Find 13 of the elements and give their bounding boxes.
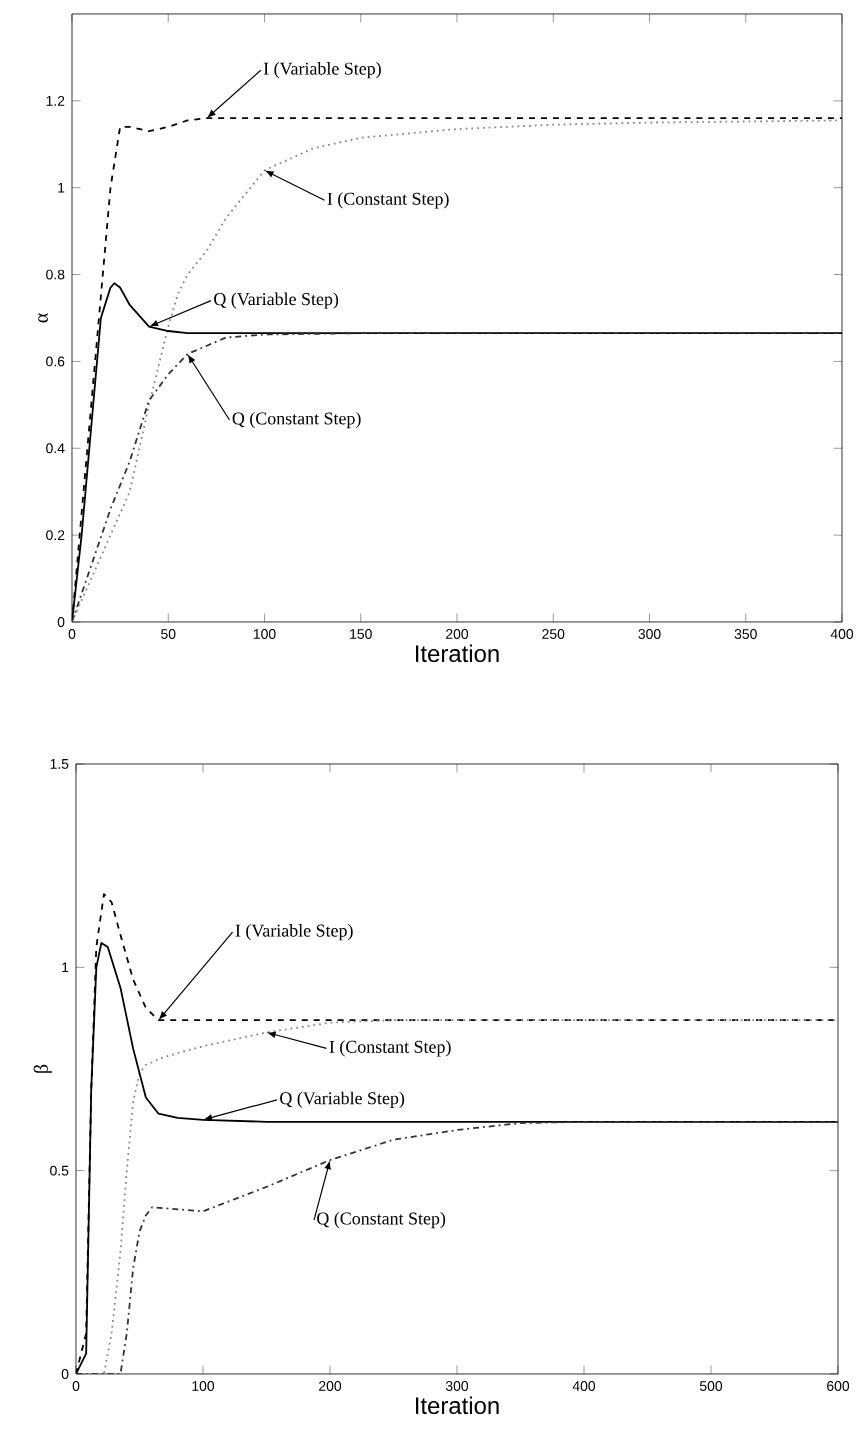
line-series bbox=[75, 1120, 838, 1374]
annotation: I (Constant Step) bbox=[329, 1040, 451, 1057]
x-axis-title: Iteration bbox=[415, 1396, 499, 1415]
y-axis-title: β bbox=[33, 1064, 52, 1073]
annotation: Q (Variable Step) bbox=[214, 292, 338, 309]
annotation: I (Constant Step) bbox=[327, 192, 449, 209]
annotation: Q (Variable Step) bbox=[280, 1091, 404, 1108]
annotation: Q (Constant Step) bbox=[232, 411, 361, 429]
annotation: Q (Constant Step) bbox=[317, 1211, 445, 1229]
y-axis-title: α bbox=[38, 313, 48, 323]
annotation: I (Variable Step) bbox=[263, 62, 381, 79]
annotation: I (Variable Step) bbox=[235, 924, 353, 941]
x-axis-title: Iteration bbox=[415, 644, 499, 663]
